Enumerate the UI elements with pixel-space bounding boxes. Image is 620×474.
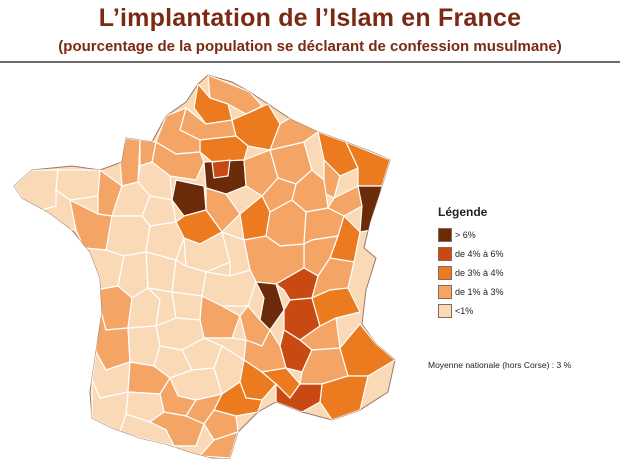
map-title: L’implantation de l’Islam en France — [98, 4, 522, 32]
dept-manche — [119, 137, 141, 187]
dept-aude — [203, 409, 239, 441]
national-average-note: Moyenne nationale (hors Corse) : 3 % — [428, 360, 572, 370]
legend-label: de 1% à 3% — [455, 287, 504, 297]
map-subtitle: (pourcentage de la population se déclara… — [58, 38, 562, 55]
dept-haut-rhin — [357, 185, 383, 233]
legend-item: de 1% à 3% — [438, 283, 504, 301]
legend-label: de 4% à 6% — [455, 249, 504, 259]
legend-swatch — [438, 304, 452, 318]
legend-item: <1% — [438, 302, 504, 320]
legend-label: > 6% — [455, 230, 476, 240]
legend-item: de 3% à 4% — [438, 264, 504, 282]
dept-pyrenees-orientales — [198, 431, 239, 458]
legend-label: de 3% à 4% — [455, 268, 504, 278]
dept-var — [319, 375, 369, 421]
legend-items: > 6% de 4% à 6% de 3% à 4% de 1% à 3% <1% — [438, 226, 504, 320]
dept-cotes-darmor — [55, 169, 101, 201]
legend-item: de 4% à 6% — [438, 245, 504, 263]
legend: Légende > 6% de 4% à 6% de 3% à 4% de 1% à … — [438, 205, 504, 321]
dept-bouches-du-rhone — [275, 382, 323, 413]
legend-label: <1% — [455, 306, 474, 316]
dept-creuse — [171, 291, 203, 321]
dept-oise — [199, 135, 249, 163]
france-map — [13, 74, 396, 459]
title-divider — [0, 61, 620, 63]
legend-swatch — [438, 228, 452, 242]
legend-title: Légende — [438, 205, 488, 219]
legend-swatch — [438, 247, 452, 261]
legend-swatch — [438, 285, 452, 299]
dept-val-doise — [211, 159, 231, 179]
dept-maine-et-loire — [105, 215, 151, 257]
dept-aisne — [231, 103, 281, 151]
dept-vosges — [327, 185, 363, 217]
dept-hautes-alpes — [299, 317, 341, 351]
dept-indre-et-loire — [145, 221, 185, 261]
legend-swatch — [438, 266, 452, 280]
legend-item: > 6% — [438, 226, 504, 244]
